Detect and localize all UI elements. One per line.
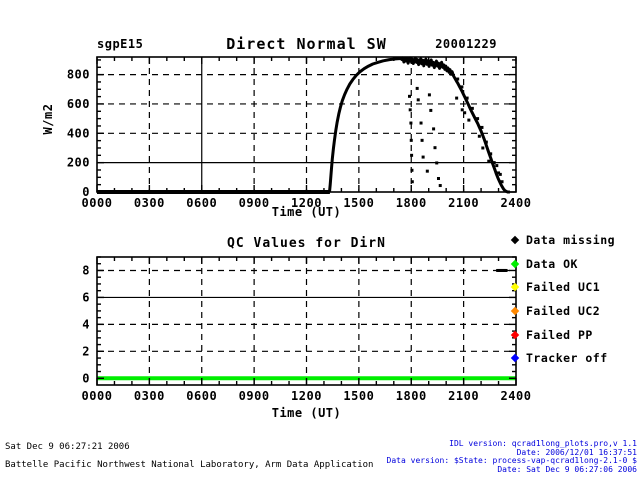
legend-label: Data missing: [526, 232, 616, 247]
top-plot-series-direct-normal: [328, 56, 510, 194]
date-label: 20001229: [435, 37, 497, 51]
top-plot-y-tick-label: 600: [67, 97, 90, 111]
top-plot-y-tick-label: 0: [82, 185, 90, 199]
legend: Data missing Data OK Failed UC1 Failed UC2 F…: [510, 228, 638, 370]
legend-item-tracker-off: Tracker off: [510, 346, 638, 370]
qc-plot-y-tick-label: 8: [82, 263, 90, 277]
top-plot-x-tick-label: 2100: [448, 196, 479, 210]
footer-idl-date: Date: 2006/12/01 16:37:51: [516, 447, 637, 457]
legend-item-failed-pp: Failed PP: [510, 323, 638, 347]
top-x-axis-label: Time (UT): [271, 205, 342, 219]
site-label: sgpE15: [97, 37, 144, 51]
top-plot-y-tick-label: 200: [67, 156, 90, 170]
top-plot-x-tick-label: 0600: [186, 196, 217, 210]
qc-plot-x-tick-label: 2100: [448, 389, 479, 403]
failed-uc2-marker-icon: [510, 306, 520, 316]
failed-uc1-marker-icon: [510, 282, 520, 292]
top-plot-y-tick-label: 800: [67, 68, 90, 82]
top-plot-x-tick-label: 1800: [396, 196, 427, 210]
top-plot-x-tick-label: 2400: [501, 196, 532, 210]
top-plot-x-tick-label: 0000: [82, 196, 113, 210]
qc-plot-y-tick-label: 6: [82, 290, 90, 304]
data-ok-marker-icon: [510, 259, 520, 268]
footer-idl-version: IDL version: qcrad1long_plots.pro,v 1.1: [449, 439, 637, 448]
top-plot-x-tick-label: 1200: [291, 196, 322, 210]
qc-plot-x-tick-label: 1800: [396, 389, 427, 403]
legend-item-data-ok: Data OK: [510, 252, 638, 276]
legend-label: Failed PP: [526, 327, 593, 342]
top-plot-title: Direct Normal SW: [226, 35, 387, 53]
bottom-x-axis-label: Time (UT): [271, 406, 342, 420]
footer-version-info: IDL version: qcrad1long_plots.pro,v 1.1 …: [337, 439, 637, 474]
qc-plot-x-tick-label: 1200: [291, 389, 322, 403]
failed-pp-marker-icon: [510, 330, 520, 339]
qc-plot-y-tick-label: 0: [82, 371, 90, 385]
qc-plot-x-tick-label: 1500: [343, 389, 374, 403]
qc-plot-x-tick-label: 0900: [239, 389, 270, 403]
footer-run-timestamp: Sat Dec 9 06:27:21 2006: [5, 442, 130, 452]
top-plot-x-tick-label: 1500: [343, 196, 374, 210]
footer-data-version: Data version: $State: process-vap-qcrad1…: [386, 456, 637, 466]
qc-plot-title: QC Values for DirN: [227, 236, 386, 251]
qc-plot-x-tick-label: 0000: [82, 389, 113, 403]
legend-item-failed-uc1: Failed UC1: [510, 275, 638, 299]
qc-plot-series-qc-data-missing: [496, 268, 508, 272]
legend-label: Tracker off: [526, 351, 608, 366]
footer-process-date: Date: Sat Dec 9 06:27:06 2006: [497, 464, 637, 474]
qc-plot-axes-box: [96, 256, 517, 386]
legend-label: Failed UC1: [526, 280, 601, 295]
data-missing-marker-icon: [510, 235, 520, 245]
legend-label: Failed UC2: [526, 303, 601, 318]
qc-plot-x-tick-label: 0300: [134, 389, 165, 403]
legend-label: Data OK: [526, 256, 578, 271]
qc-plot-y-tick-label: 4: [82, 317, 90, 331]
tracker-off-marker-icon: [510, 354, 520, 363]
qc-plot-x-tick-label: 0600: [186, 389, 217, 403]
footer-lab-name: Battelle Pacific Northwest National Labo…: [5, 460, 374, 470]
legend-item-data-missing: Data missing: [510, 228, 638, 252]
top-plot-x-tick-label: 0900: [239, 196, 270, 210]
qc-plot-y-tick-label: 2: [82, 344, 90, 358]
legend-item-failed-uc2: Failed UC2: [510, 299, 638, 323]
qc-plot-x-tick-label: 2400: [501, 389, 532, 403]
top-plot-series-cloud-dropouts: [408, 77, 504, 188]
top-plot-x-tick-label: 0300: [134, 196, 165, 210]
top-plot-y-tick-label: 400: [67, 126, 90, 140]
